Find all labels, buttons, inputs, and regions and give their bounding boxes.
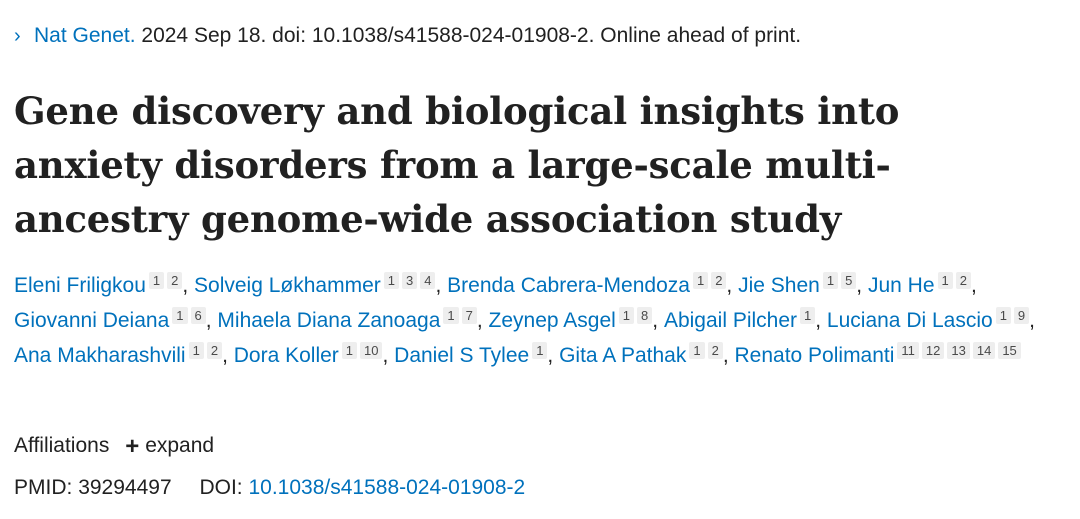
expand-label: expand <box>145 434 215 457</box>
affiliation-badge[interactable]: 12 <box>921 342 945 359</box>
author-separator: , <box>815 309 827 332</box>
affiliation-badge[interactable]: 1 <box>148 272 165 289</box>
author-item: Abigail Pilcher 1, <box>663 307 827 332</box>
author-item: Mihaela Diana Zanoaga 1 7, <box>217 307 489 332</box>
affiliation-badge[interactable]: 1 <box>937 272 953 289</box>
affiliation-badge[interactable]: 1 <box>689 342 705 359</box>
author-name-link[interactable]: Ana Makharashvili <box>14 344 186 367</box>
author-item: Solveig Løkhammer 1 3 4, <box>194 272 448 297</box>
affiliations-row: Affiliations + expand <box>14 432 214 461</box>
author-separator: , <box>547 344 560 367</box>
author-item: Luciana Di Lascio 1 9, <box>826 307 1035 332</box>
affiliation-badge[interactable]: 1 <box>188 342 204 359</box>
affiliation-badge[interactable]: 13 <box>947 342 970 359</box>
author-item: Daniel S Tylee 1, <box>394 342 560 367</box>
affiliation-badge[interactable]: 2 <box>955 272 971 289</box>
author-separator: , <box>182 274 195 297</box>
affiliation-badge[interactable]: 10 <box>360 342 383 359</box>
affiliation-badge[interactable]: 1 <box>443 307 459 324</box>
affiliation-badge[interactable]: 11 <box>897 342 919 359</box>
author-name-link[interactable]: Gita A Pathak <box>559 344 687 367</box>
affiliation-badge[interactable]: 4 <box>420 272 436 289</box>
author-item: Eleni Friligkou 1 2, <box>14 272 195 297</box>
affiliations-label: Affiliations <box>14 434 110 457</box>
affiliation-badge[interactable]: 5 <box>841 272 857 289</box>
author-separator: , <box>1029 309 1035 332</box>
author-item: Ana Makharashvili 1 2, <box>14 342 234 367</box>
affiliation-badge[interactable]: 14 <box>972 342 996 359</box>
citation-line: › Nat Genet. 2024 Sep 18. doi: 10.1038/s4… <box>14 22 801 50</box>
author-name-link[interactable]: Jun He <box>867 274 935 297</box>
citation-details: 2024 Sep 18. doi: 10.1038/s41588-024-019… <box>135 24 802 47</box>
author-item: Giovanni Deiana 1 6, <box>14 307 218 332</box>
author-item: Gita A Pathak 1 2, <box>559 342 735 367</box>
author-name-link[interactable]: Eleni Friligkou <box>14 274 146 297</box>
authors-list: Eleni Friligkou 1 2, Solveig Løkhammer 1 3 4,… <box>14 268 1074 373</box>
author-separator: , <box>652 309 664 332</box>
author-name-link[interactable]: Brenda Cabrera-Mendoza <box>447 274 690 297</box>
plus-icon: + <box>125 433 140 460</box>
author-separator: , <box>722 344 735 367</box>
author-name-link[interactable]: Zeynep Asgel <box>488 309 616 332</box>
author-name-link[interactable]: Jie Shen <box>738 274 820 297</box>
affiliation-badge[interactable]: 1 <box>341 342 358 359</box>
affiliation-badge[interactable]: 1 <box>692 272 709 289</box>
author-name-link[interactable]: Daniel S Tylee <box>394 344 530 367</box>
chevron-right-icon[interactable]: › <box>14 25 21 47</box>
author-item: Dora Koller 1 10, <box>233 342 395 367</box>
identifiers: PMID: 39294497 DOI: 10.1038/s41588-024-0… <box>14 474 525 502</box>
affiliation-badge[interactable]: 9 <box>1013 307 1030 324</box>
affiliation-badge[interactable]: 2 <box>711 272 727 289</box>
author-separator: , <box>382 344 395 367</box>
author-item: Brenda Cabrera-Mendoza 1 2, <box>447 272 739 297</box>
doi-link[interactable]: 10.1038/s41588-024-01908-2 <box>248 476 526 499</box>
affiliation-badge[interactable]: 1 <box>383 272 399 289</box>
author-separator: , <box>856 274 868 297</box>
author-item: Jun He 1 2, <box>867 272 977 297</box>
affiliation-badge[interactable]: 1 <box>618 307 635 324</box>
affiliation-badge[interactable]: 2 <box>167 272 183 289</box>
author-name-link[interactable]: Dora Koller <box>233 344 339 367</box>
article-title: Gene discovery and biological insights i… <box>14 89 900 241</box>
author-name-link[interactable]: Mihaela Diana Zanoaga <box>217 309 441 332</box>
author-item: Zeynep Asgel 1 8, <box>488 307 664 332</box>
affiliation-badge[interactable]: 8 <box>637 307 653 324</box>
author-name-link[interactable]: Solveig Løkhammer <box>194 274 381 297</box>
author-name-link[interactable]: Abigail Pilcher <box>663 309 798 332</box>
author-name-link[interactable]: Renato Polimanti <box>734 344 895 367</box>
affiliation-badge[interactable]: 2 <box>206 342 223 359</box>
affiliation-badge[interactable]: 1 <box>800 307 816 324</box>
author-item: Jie Shen 1 5, <box>738 272 868 297</box>
pmid-value: 39294497 <box>78 476 172 499</box>
affiliation-badge[interactable]: 1 <box>995 307 1011 324</box>
affiliation-badge[interactable]: 2 <box>707 342 723 359</box>
affiliation-badge[interactable]: 15 <box>998 342 1021 359</box>
pmid-label: PMID: <box>14 476 73 499</box>
author-separator: , <box>222 344 234 367</box>
affiliations-expand-button[interactable]: + expand <box>125 433 215 460</box>
affiliation-badge[interactable]: 7 <box>461 307 477 324</box>
author-name-link[interactable]: Luciana Di Lascio <box>826 309 993 332</box>
affiliation-badge[interactable]: 1 <box>532 342 548 359</box>
author-separator: , <box>476 309 489 332</box>
author-name-link[interactable]: Giovanni Deiana <box>14 309 170 332</box>
affiliation-badge[interactable]: 1 <box>822 272 839 289</box>
affiliation-badge[interactable]: 3 <box>402 272 418 289</box>
author-separator: , <box>435 274 448 297</box>
affiliation-badge[interactable]: 1 <box>172 307 188 324</box>
author-item: Renato Polimanti 11 12 13 14 15 <box>734 342 1021 367</box>
author-separator: , <box>970 274 977 297</box>
journal-link[interactable]: Nat Genet. <box>34 24 136 47</box>
doi-label: DOI: <box>199 476 243 499</box>
author-separator: , <box>726 274 739 297</box>
affiliation-badge[interactable]: 6 <box>190 307 206 324</box>
author-separator: , <box>205 309 218 332</box>
